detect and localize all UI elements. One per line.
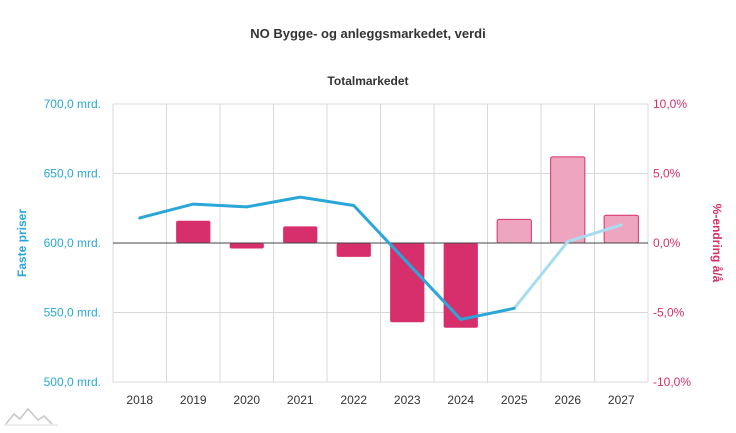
right-tick-label: -5,0% <box>653 306 685 320</box>
bar-mark <box>390 243 425 323</box>
right-axis-title: %-endring å/å <box>710 204 724 283</box>
x-tick-label: 2020 <box>233 393 260 407</box>
left-tick-label: 700,0 mrd. <box>44 97 101 111</box>
left-tick-label: 650,0 mrd. <box>44 167 101 181</box>
logo-icon <box>4 407 58 426</box>
line-series <box>138 195 623 321</box>
left-tick-label: 550,0 mrd. <box>44 306 101 320</box>
bar-mark <box>336 243 371 257</box>
left-tick-label: 500,0 mrd. <box>44 375 101 389</box>
x-tick-label: 2019 <box>180 393 207 407</box>
right-tick-label: 0,0% <box>653 236 681 250</box>
right-tick-label: -10,0% <box>653 375 691 389</box>
left-axis-ticks: 500,0 mrd. 550,0 mrd. 600,0 mrd. 650,0 mrd.… <box>44 97 101 389</box>
x-tick-label: 2018 <box>126 393 153 407</box>
right-tick-label: 10,0% <box>653 97 687 111</box>
bar-mark <box>550 156 586 244</box>
bar-mark <box>229 243 264 249</box>
bar-mark <box>443 243 478 328</box>
x-tick-label: 2026 <box>554 393 581 407</box>
left-axis-title: Faste priser <box>15 209 29 277</box>
x-tick-label: 2025 <box>501 393 528 407</box>
right-tick-label: 5,0% <box>653 167 681 181</box>
x-axis-ticks: 2018 2019 2020 2021 2022 2023 2024 2025 2026 2027 <box>126 393 635 407</box>
bar-mark <box>176 220 211 243</box>
bar-series <box>176 156 639 328</box>
right-axis-ticks: -10,0% -5,0% 0,0% 5,0% 10,0% <box>653 97 691 389</box>
x-tick-label: 2022 <box>340 393 367 407</box>
chart-title: NO Bygge- og anleggsmarkedet, verdi <box>250 26 486 41</box>
forecast-line <box>512 223 623 310</box>
bar-mark <box>283 226 318 243</box>
x-tick-label: 2023 <box>394 393 421 407</box>
left-tick-label: 600,0 mrd. <box>44 236 101 250</box>
x-tick-label: 2027 <box>608 393 635 407</box>
x-tick-label: 2021 <box>287 393 314 407</box>
x-tick-label: 2024 <box>447 393 474 407</box>
chart-subtitle: Totalmarkedet <box>327 74 409 88</box>
actual-line <box>138 195 516 321</box>
bar-mark <box>496 218 532 244</box>
